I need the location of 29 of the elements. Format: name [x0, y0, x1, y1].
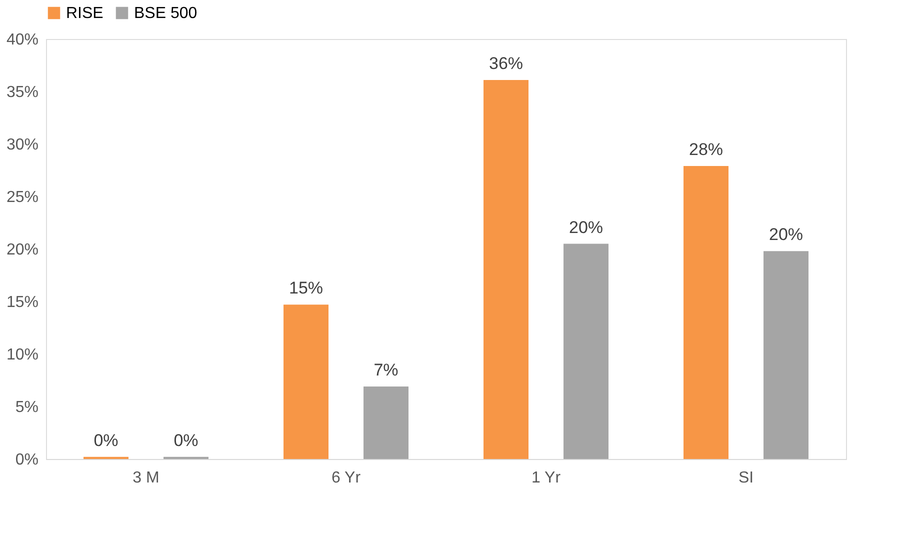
y-tick-label: 35% [6, 84, 38, 101]
data-label: 36% [488, 54, 524, 73]
x-tick-label: 3 M [132, 470, 160, 486]
data-label: 0% [174, 430, 198, 450]
data-label: 28% [688, 140, 724, 160]
bar [284, 304, 328, 459]
x-tick-label: 1 Yr [531, 470, 562, 486]
y-tick-label: 30% [6, 136, 38, 154]
data-label: 0% [94, 430, 118, 450]
bar [684, 166, 728, 459]
y-tick-label: 0% [15, 452, 38, 468]
data-label: 7% [374, 360, 398, 380]
y-tick-label: 20% [6, 242, 38, 258]
x-tick-label: 6 Yr [331, 470, 362, 486]
x-tick-label: SI [738, 470, 754, 486]
legend-label: BSE 500 [134, 5, 198, 22]
bar [564, 244, 608, 459]
y-tick-label: 25% [6, 189, 38, 206]
bar [484, 80, 528, 459]
y-tick-label: 40% [6, 32, 38, 48]
y-tick-label: 10% [6, 346, 38, 364]
bar [764, 251, 808, 459]
bar [364, 386, 408, 459]
legend-label: RISE [66, 5, 104, 22]
y-tick-label: 15% [6, 294, 38, 311]
data-label: 15% [288, 278, 324, 298]
data-label: 20% [768, 225, 804, 244]
y-tick-label: 5% [15, 399, 38, 416]
data-label: 20% [568, 218, 604, 237]
